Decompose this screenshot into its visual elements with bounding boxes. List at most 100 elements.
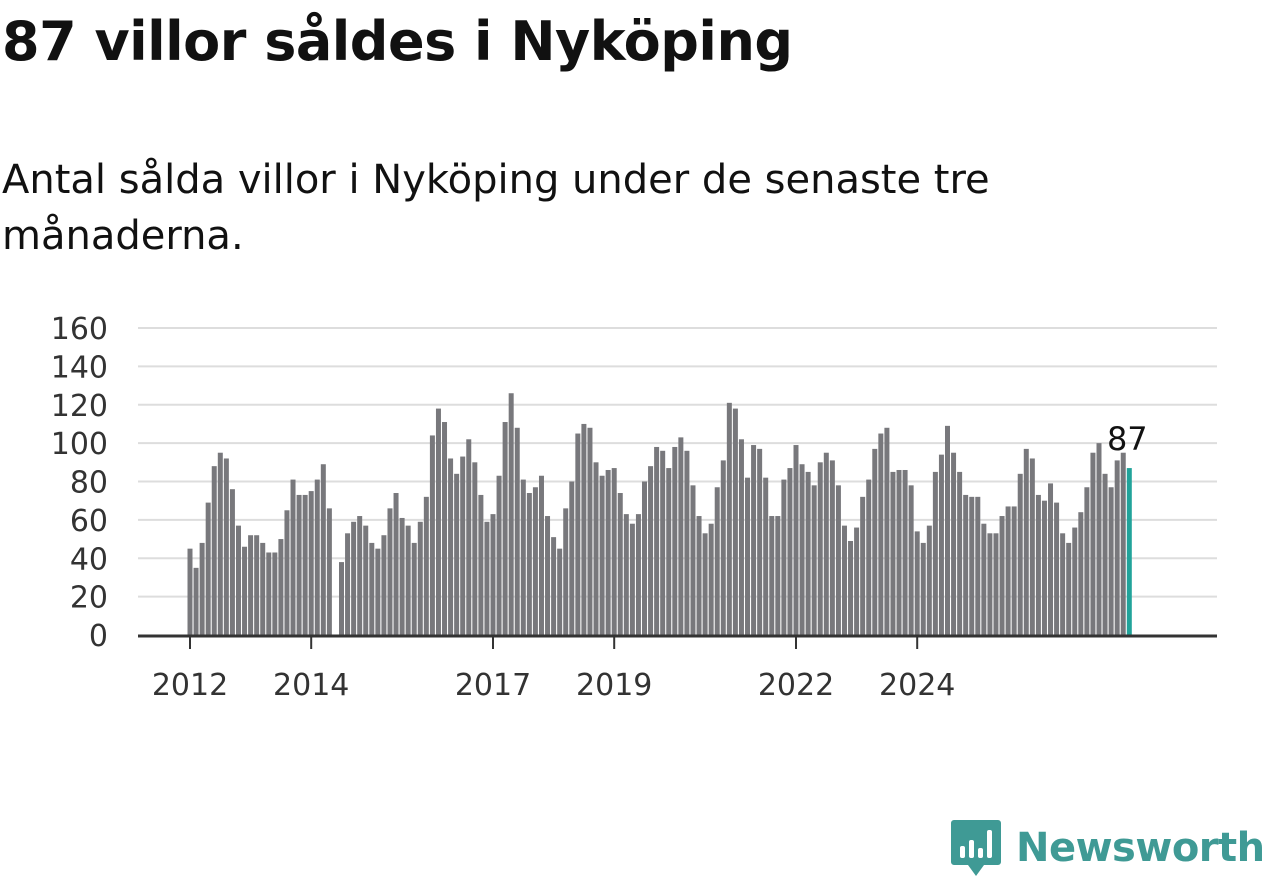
bar: [1072, 527, 1078, 635]
bar: [660, 450, 666, 635]
y-tick-label: 120: [51, 389, 108, 424]
bar: [235, 525, 241, 635]
bar: [1023, 448, 1029, 635]
bar: [1011, 506, 1017, 635]
bar: [848, 540, 854, 635]
bar: [635, 514, 641, 635]
bar: [405, 525, 411, 635]
bar: [393, 493, 399, 635]
bar: [357, 516, 363, 635]
bar: [411, 542, 417, 635]
bar: [617, 493, 623, 635]
bar: [1114, 460, 1120, 635]
bar: [557, 548, 563, 635]
bar: [460, 456, 466, 635]
bar: [345, 533, 351, 635]
y-tick-label: 160: [51, 312, 108, 347]
bar: [302, 494, 308, 635]
bar: [532, 487, 538, 635]
bar: [642, 481, 647, 635]
bar: [326, 508, 332, 635]
bar: [478, 494, 484, 635]
bar: [835, 485, 841, 635]
bar: [993, 533, 999, 635]
bar: [829, 460, 835, 635]
data-labels: 87: [1107, 420, 1148, 458]
bar: [563, 508, 569, 635]
bar: [575, 433, 581, 635]
x-tick-label: 2014: [273, 668, 349, 703]
x-axis: 2012 2014 2017 2019 2022 2024: [138, 634, 1217, 703]
bar: [254, 535, 260, 635]
bar: [193, 567, 199, 635]
bar: [466, 439, 472, 635]
bar: [672, 446, 678, 635]
bar: [242, 546, 248, 635]
bar: [1029, 458, 1035, 635]
bar: [593, 462, 599, 635]
bar: [399, 517, 405, 635]
bar: [690, 485, 696, 635]
bar: [599, 475, 605, 635]
bar: [484, 521, 490, 635]
bars: [187, 393, 1132, 635]
bar: [932, 471, 938, 635]
bar: [490, 514, 496, 635]
bar: [520, 479, 526, 635]
bar: [787, 468, 793, 635]
bar: [1102, 473, 1108, 635]
bar: [205, 502, 211, 635]
bar: [278, 539, 284, 635]
bar: [745, 477, 751, 635]
bar: [781, 479, 787, 635]
bar: [648, 466, 654, 635]
bar: [1017, 473, 1023, 635]
bar: [793, 445, 799, 635]
bar: [417, 521, 423, 635]
bar: [545, 516, 551, 635]
bar: [442, 422, 448, 635]
y-tick-label: 0: [89, 619, 108, 654]
bar: [914, 531, 920, 635]
bar: [817, 462, 823, 635]
bar: [551, 537, 557, 635]
bar: [902, 469, 908, 635]
bar: [696, 516, 702, 635]
bar: [248, 535, 254, 635]
bar: [611, 468, 617, 635]
bar: [223, 458, 229, 635]
bar: [841, 525, 847, 635]
bar: [1060, 533, 1066, 635]
bar: [629, 523, 635, 635]
bar: [896, 469, 902, 635]
bar: [569, 481, 575, 635]
bar: [999, 516, 1005, 635]
bar: [1078, 512, 1084, 635]
bar: [1054, 502, 1060, 635]
bar: [339, 562, 344, 635]
bar: [666, 468, 672, 635]
bar: [775, 516, 781, 635]
bar: [454, 473, 460, 635]
bar: [969, 496, 975, 635]
bar: [702, 533, 708, 635]
bar: [720, 460, 726, 635]
bar: [751, 445, 757, 635]
bar: [272, 552, 278, 635]
bar: [605, 469, 611, 635]
bar: [320, 464, 326, 635]
bar: [375, 548, 381, 635]
bar: [920, 542, 926, 635]
bar: [508, 393, 514, 635]
bar: [714, 487, 720, 635]
bar: [884, 427, 890, 635]
bar: [854, 527, 860, 635]
y-tick-label: 40: [70, 542, 108, 577]
bar: [351, 521, 357, 635]
bar: [1048, 483, 1054, 635]
bar: [738, 439, 744, 635]
bar: [496, 475, 502, 635]
newsworthy-logo-icon: [951, 820, 1001, 876]
bar: [654, 446, 660, 635]
